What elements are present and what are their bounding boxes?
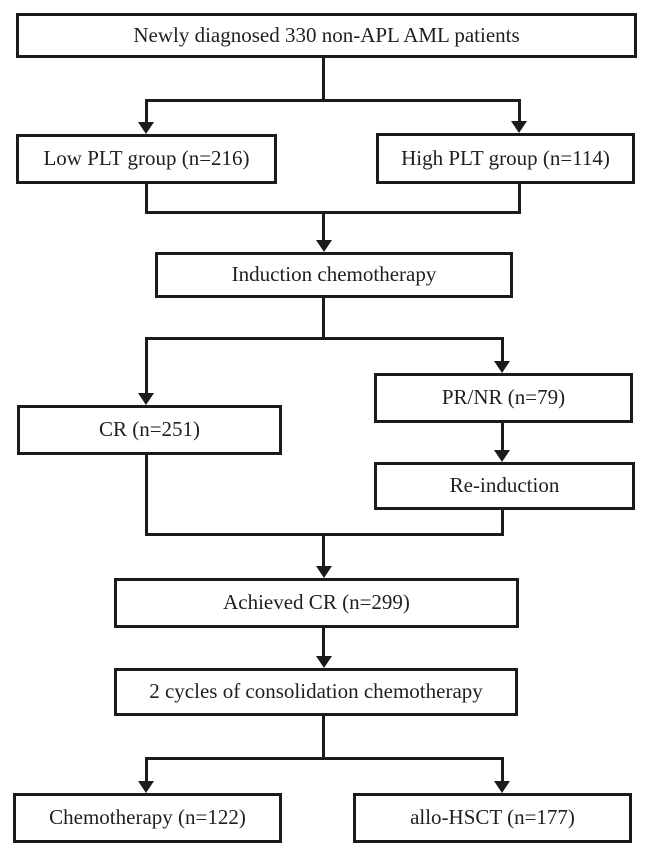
connector-split3-right-line <box>501 757 504 781</box>
node-induction-chemotherapy: Induction chemotherapy <box>155 252 513 298</box>
node-high-plt-group: High PLT group (n=114) <box>376 133 635 184</box>
arrowhead-to-allo-hsct <box>494 781 510 793</box>
node-cr: CR (n=251) <box>17 405 282 455</box>
connector-split1-line <box>145 99 521 102</box>
connector-induction-down-line <box>322 297 325 339</box>
node-high-plt-group-label: High PLT group (n=114) <box>401 145 610 170</box>
arrowhead-to-cr <box>138 393 154 405</box>
connector-pr-nr-down-line <box>501 423 504 450</box>
connector-high-plt-down-line <box>518 183 521 214</box>
connector-split3-line <box>145 757 504 760</box>
node-achieved-cr: Achieved CR (n=299) <box>114 578 519 628</box>
connector-cr-down-line <box>145 455 148 536</box>
node-re-induction: Re-induction <box>374 462 635 510</box>
connector-merge1-stem-line <box>322 211 325 240</box>
connector-split2-right-line <box>501 337 504 361</box>
arrowhead-to-consolidation <box>316 656 332 668</box>
arrowhead-to-induction <box>316 240 332 252</box>
connector-merge1-line <box>145 211 521 214</box>
node-re-induction-label: Re-induction <box>449 473 560 498</box>
arrowhead-to-re-induction <box>494 450 510 462</box>
node-achieved-cr-label: Achieved CR (n=299) <box>223 590 410 615</box>
node-chemotherapy: Chemotherapy (n=122) <box>13 793 282 843</box>
node-allo-hsct-label: allo-HSCT (n=177) <box>410 805 575 830</box>
node-newly-diagnosed-label: Newly diagnosed 330 non-APL AML patients <box>133 22 520 47</box>
node-newly-diagnosed: Newly diagnosed 330 non-APL AML patients <box>16 13 637 58</box>
node-pr-nr-label: PR/NR (n=79) <box>441 385 566 410</box>
connector-split3-left-line <box>145 757 148 781</box>
node-low-plt-group: Low PLT group (n=216) <box>16 134 277 184</box>
connector-consolidation-down-line <box>322 715 325 758</box>
connector-split2-left-line <box>145 337 148 393</box>
node-allo-hsct: allo-HSCT (n=177) <box>353 793 632 843</box>
connector-split2-line <box>145 337 504 340</box>
node-induction-chemotherapy-label: Induction chemotherapy <box>231 262 437 287</box>
connector-re-induction-down-line <box>501 510 504 536</box>
connector-low-plt-down-line <box>145 183 148 214</box>
connector-split1-left-line <box>145 99 148 122</box>
arrowhead-to-low-plt <box>138 122 154 134</box>
connector-split1-right-line <box>518 99 521 121</box>
node-consolidation-chemotherapy: 2 cycles of consolidation chemotherapy <box>114 668 518 716</box>
node-consolidation-chemotherapy-label: 2 cycles of consolidation chemotherapy <box>149 679 483 704</box>
node-cr-label: CR (n=251) <box>98 417 201 442</box>
connector-merge2-stem-line <box>322 533 325 566</box>
arrowhead-to-pr-nr <box>494 361 510 373</box>
connector-top-stem-line <box>322 56 325 102</box>
connector-achieved-cr-down-line <box>322 627 325 656</box>
arrowhead-to-high-plt <box>511 121 527 133</box>
node-chemotherapy-label: Chemotherapy (n=122) <box>49 805 246 830</box>
node-low-plt-group-label: Low PLT group (n=216) <box>43 146 250 171</box>
arrowhead-to-achieved-cr <box>316 566 332 578</box>
node-pr-nr: PR/NR (n=79) <box>374 373 633 423</box>
arrowhead-to-chemotherapy <box>138 781 154 793</box>
